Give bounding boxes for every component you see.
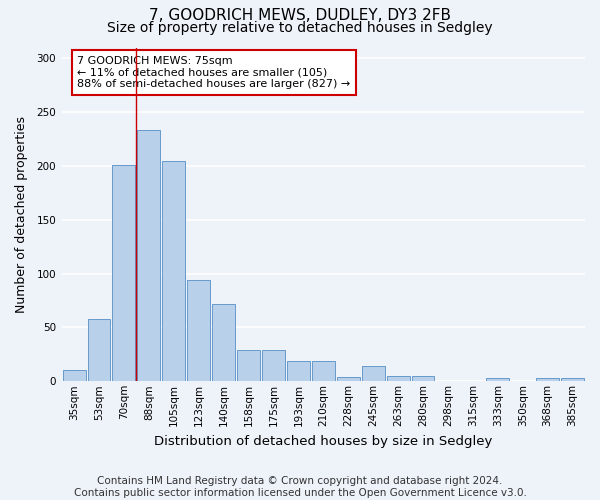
Bar	[112, 165, 136, 382]
Bar	[337, 377, 360, 382]
Bar	[212, 304, 235, 382]
Bar	[287, 361, 310, 382]
Bar	[362, 366, 385, 382]
Bar	[137, 130, 160, 382]
Bar	[62, 370, 86, 382]
X-axis label: Distribution of detached houses by size in Sedgley: Distribution of detached houses by size …	[154, 434, 493, 448]
Bar	[237, 350, 260, 382]
Bar	[386, 376, 410, 382]
Bar	[487, 378, 509, 382]
Bar	[88, 319, 110, 382]
Text: 7, GOODRICH MEWS, DUDLEY, DY3 2FB: 7, GOODRICH MEWS, DUDLEY, DY3 2FB	[149, 8, 451, 22]
Bar	[561, 378, 584, 382]
Bar	[163, 160, 185, 382]
Text: Contains HM Land Registry data © Crown copyright and database right 2024.
Contai: Contains HM Land Registry data © Crown c…	[74, 476, 526, 498]
Y-axis label: Number of detached properties: Number of detached properties	[15, 116, 28, 313]
Text: 7 GOODRICH MEWS: 75sqm
← 11% of detached houses are smaller (105)
88% of semi-de: 7 GOODRICH MEWS: 75sqm ← 11% of detached…	[77, 56, 350, 89]
Bar	[536, 378, 559, 382]
Bar	[187, 280, 210, 382]
Bar	[312, 361, 335, 382]
Bar	[412, 376, 434, 382]
Text: Size of property relative to detached houses in Sedgley: Size of property relative to detached ho…	[107, 21, 493, 35]
Bar	[262, 350, 285, 382]
